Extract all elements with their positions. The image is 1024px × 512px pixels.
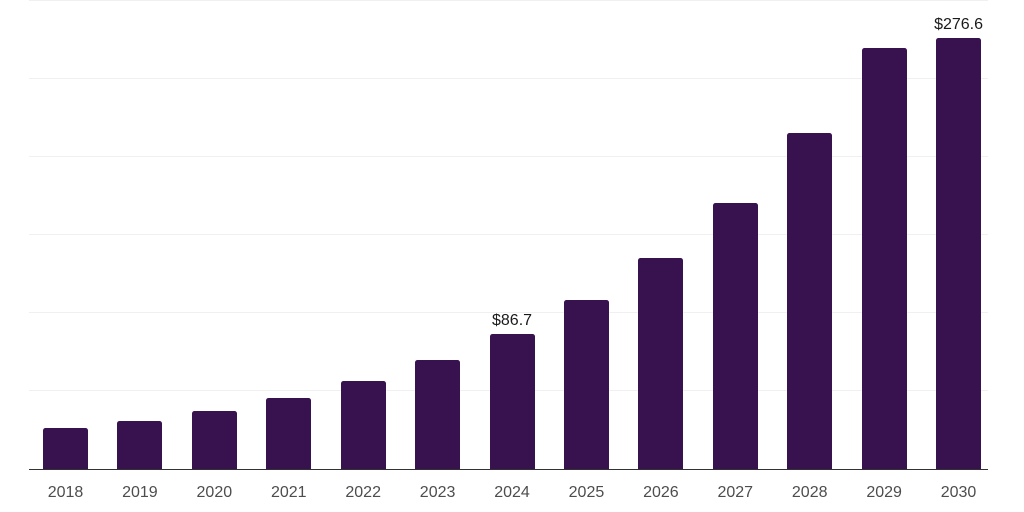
gridline-200 <box>29 156 988 157</box>
bar-2019 <box>117 420 163 469</box>
bar-2027 <box>712 203 758 469</box>
gridline-150 <box>29 234 988 235</box>
bar-2024 <box>489 333 535 469</box>
x-tick-label-2027: 2027 <box>717 484 754 501</box>
x-tick-label-2019: 2019 <box>122 484 158 501</box>
bar-2030 <box>936 37 982 469</box>
bar-2018 <box>43 428 88 469</box>
x-tick-label-2025: 2025 <box>568 484 605 501</box>
x-tick-label-2024: 2024 <box>494 484 530 501</box>
x-tick-label-2026: 2026 <box>643 484 679 501</box>
x-tick-label-2023: 2023 <box>419 484 456 501</box>
bar-2029 <box>861 48 907 469</box>
x-tick-label-2030: 2030 <box>940 484 977 501</box>
bar-2026 <box>638 258 684 469</box>
bar-2023 <box>415 359 461 469</box>
x-tick-label-2028: 2028 <box>791 484 828 501</box>
bar-2020 <box>191 410 237 469</box>
bar-2022 <box>340 381 386 469</box>
plot-area: $86.7 $276.6 <box>29 0 988 470</box>
bar-2021 <box>266 397 312 469</box>
x-tick-label-2021: 2021 <box>270 484 307 501</box>
gridline-300 <box>29 0 988 1</box>
x-tick-label-2020: 2020 <box>196 484 233 501</box>
bar-2028 <box>787 133 833 469</box>
x-tick-label-2029: 2029 <box>866 484 902 501</box>
x-axis-labels: 2018 2019 2020 2021 2022 2023 2024 2025 2026 2027… <box>29 483 988 505</box>
gridline-100 <box>29 312 988 313</box>
x-tick-label-2022: 2022 <box>345 484 381 501</box>
bar-value-label-2030: $276.6 <box>934 15 983 33</box>
x-tick-label-2018: 2018 <box>47 484 84 501</box>
gridline-250 <box>29 78 988 79</box>
bar-2025 <box>563 299 609 469</box>
bar-value-label-2024: $86.7 <box>491 311 533 329</box>
